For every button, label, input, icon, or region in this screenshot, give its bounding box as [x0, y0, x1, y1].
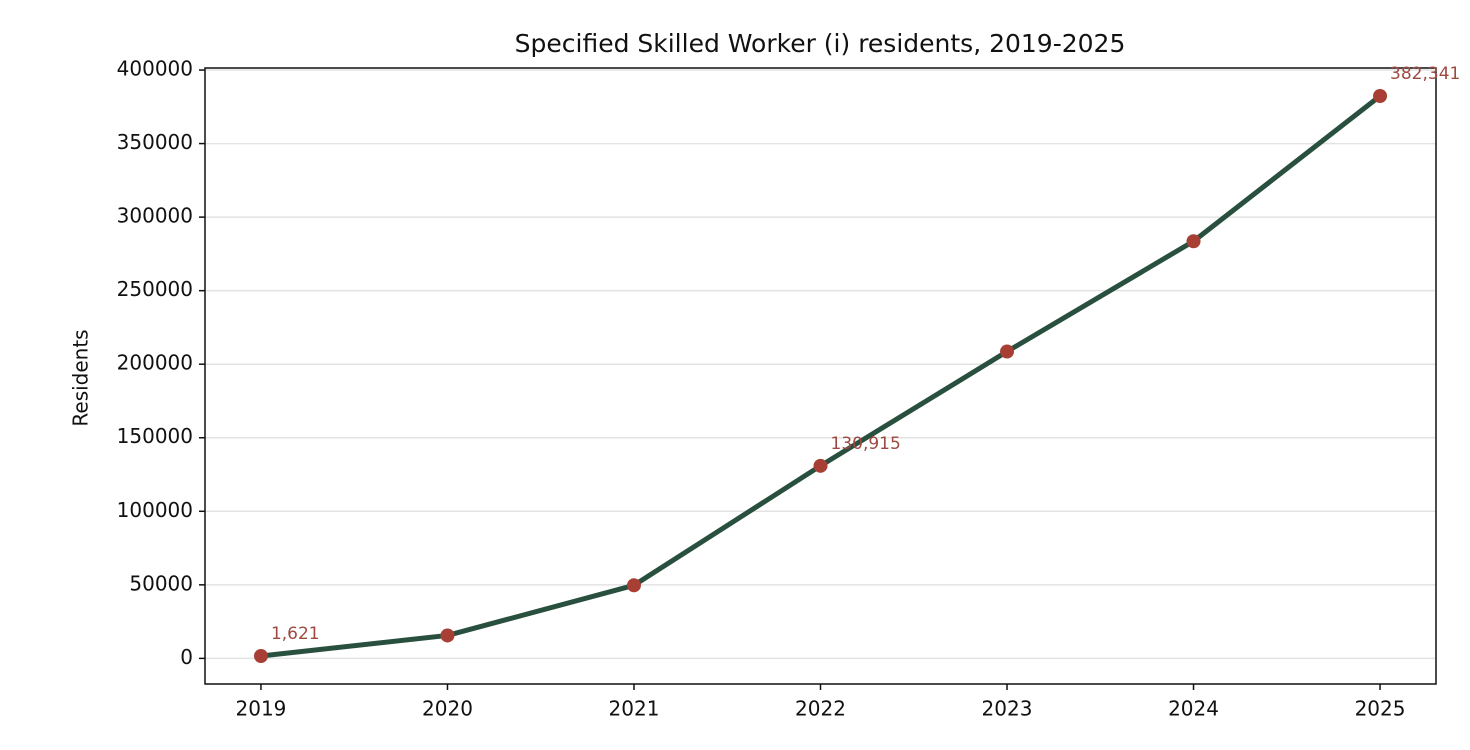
y-tick-label: 200000 — [117, 351, 193, 375]
y-tick-label: 50000 — [129, 571, 193, 595]
data-label: 382,341 — [1390, 64, 1460, 84]
x-tick-label: 2020 — [422, 697, 473, 721]
y-axis-label: Residents — [69, 329, 93, 426]
x-tick-label: 2021 — [609, 697, 660, 721]
y-tick-label: 350000 — [117, 130, 193, 154]
y-tick-label: 100000 — [117, 498, 193, 522]
data-point — [813, 458, 828, 473]
data-point — [626, 578, 641, 593]
x-tick-label: 2025 — [1355, 697, 1406, 721]
plot-frame — [204, 67, 1437, 685]
data-point — [440, 628, 455, 643]
data-label: 1,621 — [271, 624, 320, 644]
y-tick-label: 250000 — [117, 277, 193, 301]
data-point — [253, 649, 268, 663]
y-tick-label: 400000 — [117, 57, 193, 81]
y-tick-label: 150000 — [117, 424, 193, 448]
y-tick-label: 0 — [180, 645, 193, 669]
data-point — [1373, 89, 1388, 103]
data-point — [1186, 234, 1201, 249]
data-line — [260, 94, 1382, 659]
x-tick-label: 2019 — [236, 697, 287, 721]
x-tick-label: 2022 — [795, 697, 846, 721]
x-tick-label: 2024 — [1168, 697, 1219, 721]
data-point — [1000, 344, 1015, 359]
chart-title: Specified Skilled Worker (i) residents, … — [515, 29, 1126, 58]
data-label: 130,915 — [831, 434, 901, 454]
y-tick-label: 300000 — [117, 204, 193, 228]
x-tick-label: 2023 — [982, 697, 1033, 721]
